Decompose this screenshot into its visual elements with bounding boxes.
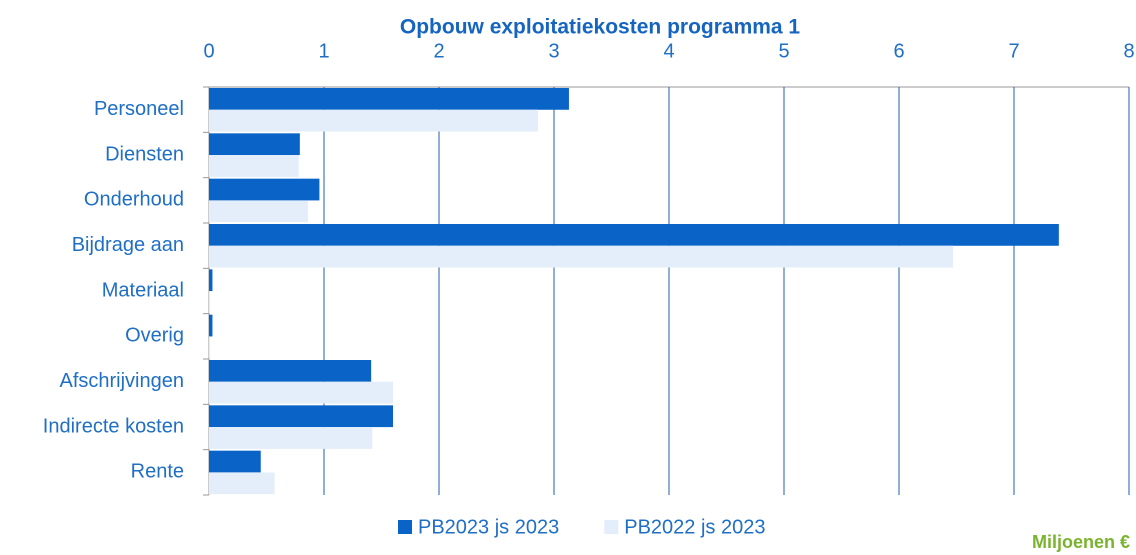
bar xyxy=(209,224,1059,246)
y-tick-label: Afschrijvingen xyxy=(59,370,184,392)
y-tick-label: Rente xyxy=(131,461,184,483)
bar xyxy=(209,336,211,359)
legend-label: PB2023 js 2023 xyxy=(418,516,559,538)
bar xyxy=(209,200,308,223)
bar xyxy=(209,360,372,382)
x-tick-label: 0 xyxy=(203,40,214,62)
legend-label: PB2022 js 2023 xyxy=(624,516,765,538)
bar xyxy=(209,291,211,313)
x-tick-label: 4 xyxy=(663,40,674,62)
bar xyxy=(209,155,299,177)
y-tick-label: Diensten xyxy=(105,143,184,165)
bar xyxy=(209,405,393,428)
x-tick-label: 7 xyxy=(1008,40,1019,62)
x-tick-label: 3 xyxy=(548,40,559,62)
y-tick-label: Indirecte kosten xyxy=(43,415,184,437)
bar xyxy=(209,88,569,110)
bar xyxy=(209,109,538,132)
bar xyxy=(209,450,261,473)
bar xyxy=(209,178,320,201)
bar xyxy=(209,269,213,292)
bar xyxy=(209,472,275,495)
y-tick-label: Overig xyxy=(125,325,184,347)
bar xyxy=(209,245,954,268)
legend-swatch xyxy=(398,520,412,534)
annotation: Miljoenen € xyxy=(1032,532,1130,552)
x-tick-label: 8 xyxy=(1123,40,1134,62)
bar xyxy=(209,427,373,449)
bar xyxy=(209,133,300,156)
y-tick-label: Materiaal xyxy=(102,279,184,301)
bar xyxy=(209,381,393,404)
legend-swatch xyxy=(604,520,619,534)
bar xyxy=(209,314,213,337)
y-tick-label: Personeel xyxy=(94,98,184,120)
x-tick-label: 5 xyxy=(778,40,789,62)
x-tick-label: 6 xyxy=(893,40,904,62)
x-tick-label: 2 xyxy=(433,40,444,62)
chart-title: Opbouw exploitatiekosten programma 1 xyxy=(400,16,801,39)
x-tick-label: 1 xyxy=(318,40,329,62)
y-tick-label: Bijdrage aan xyxy=(72,234,184,256)
y-tick-label: Onderhoud xyxy=(84,189,184,211)
